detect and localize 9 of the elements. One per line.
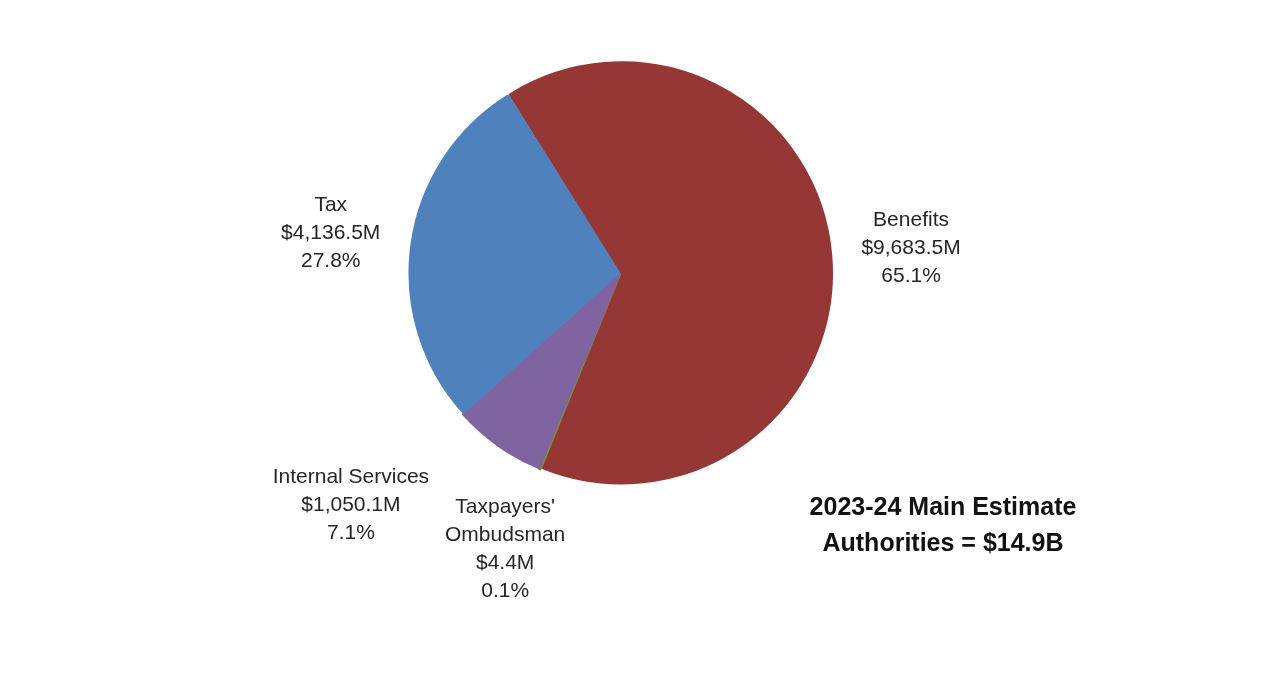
data-label: $1,050.1M 7.1% xyxy=(301,492,401,544)
data-label: $4,136.5M 27.8% xyxy=(281,220,381,272)
slice-label: Tax xyxy=(314,192,348,216)
data-label: $9,683.5M 65.1% xyxy=(861,235,961,287)
text: 2023-24 Main Estimate Authorities = $14.9B xyxy=(809,491,1077,556)
slice-label: Taxpayers' Ombudsman xyxy=(445,493,566,545)
slice-label: Benefits xyxy=(873,207,949,231)
data-label: $4.4M 0.1% xyxy=(475,549,535,601)
slice-label: Internal Services xyxy=(272,464,430,488)
